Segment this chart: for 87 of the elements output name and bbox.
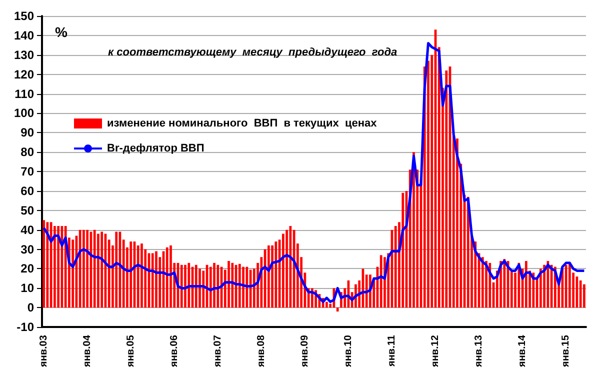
bar bbox=[228, 260, 230, 308]
bar bbox=[274, 242, 278, 308]
bar bbox=[503, 259, 506, 308]
legend-label: изменение номинального ВВП в текущих ценах bbox=[107, 118, 378, 130]
bar bbox=[336, 308, 339, 312]
x-tick-label: янв.15 bbox=[560, 334, 572, 368]
bar bbox=[242, 266, 244, 308]
bar bbox=[583, 284, 586, 308]
y-tick-label: -10 bbox=[16, 320, 34, 334]
bar bbox=[445, 70, 448, 308]
x-tick-label: янв.06 bbox=[168, 334, 180, 368]
bar bbox=[238, 264, 241, 308]
bar bbox=[57, 226, 60, 308]
text: к соответствующему месяцу предыдущего года bbox=[108, 46, 398, 58]
x-tick-label: янв.04 bbox=[82, 334, 93, 368]
bar bbox=[155, 251, 158, 308]
y-axis-title: % bbox=[55, 24, 68, 40]
y-tick-label: 30 bbox=[20, 242, 34, 256]
bar bbox=[546, 260, 550, 308]
bar bbox=[267, 245, 270, 308]
bar bbox=[286, 230, 288, 308]
y-tick-label: 90 bbox=[20, 126, 34, 140]
bar bbox=[97, 234, 100, 308]
bar bbox=[100, 232, 104, 308]
x-tick-label: янв.10 bbox=[342, 334, 354, 368]
bar bbox=[42, 220, 45, 308]
bar bbox=[166, 247, 168, 308]
y-tick-label: 10 bbox=[20, 281, 34, 296]
bar bbox=[72, 240, 74, 308]
x-tick-label: янв.05 bbox=[125, 334, 136, 368]
y-tick-label: 130 bbox=[14, 48, 34, 62]
y-tick-label: 110 bbox=[14, 86, 34, 101]
bar bbox=[136, 245, 140, 308]
bar bbox=[115, 232, 118, 308]
bar bbox=[485, 260, 488, 308]
bar bbox=[82, 230, 85, 308]
bar bbox=[282, 234, 284, 308]
bar bbox=[568, 262, 571, 308]
bar bbox=[539, 268, 542, 308]
bar bbox=[246, 266, 248, 308]
bar bbox=[140, 243, 143, 308]
x-tick-label: янв.11 bbox=[386, 334, 398, 366]
bar bbox=[231, 262, 234, 308]
legend-label: Вr-дефлятор ВВП bbox=[107, 142, 204, 154]
y-tick-label: 50 bbox=[20, 203, 34, 218]
bar bbox=[198, 268, 201, 308]
y-tick-label: 150 bbox=[14, 9, 34, 23]
bar bbox=[213, 262, 216, 308]
x-tick-label: янв.09 bbox=[299, 334, 310, 368]
x-tick-label: янв.08 bbox=[256, 334, 267, 368]
bar bbox=[524, 260, 528, 308]
bar bbox=[93, 230, 96, 308]
bar bbox=[78, 230, 82, 308]
bar bbox=[289, 226, 292, 308]
bar bbox=[481, 257, 484, 308]
y-tick-label: 20 bbox=[20, 262, 34, 276]
bar bbox=[170, 245, 172, 308]
x-tick-label: янв.12 bbox=[430, 334, 441, 368]
y-tick-label: 0 bbox=[27, 300, 34, 315]
x-tick-label: янв.03 bbox=[38, 334, 50, 368]
bar bbox=[216, 264, 220, 308]
bar bbox=[402, 192, 404, 308]
y-tick-label: 140 bbox=[14, 28, 34, 42]
x-tick-label: янв.14 bbox=[517, 334, 528, 368]
bar bbox=[394, 226, 397, 308]
bar bbox=[194, 264, 198, 308]
bar bbox=[456, 138, 458, 308]
bar bbox=[130, 242, 132, 308]
bar bbox=[380, 255, 382, 308]
y-tick-label: 80 bbox=[20, 145, 34, 160]
bar bbox=[86, 230, 89, 308]
x-tick-label: янв.13 bbox=[474, 334, 485, 368]
y-tick-label: 60 bbox=[20, 184, 34, 198]
y-tick-label: 100 bbox=[14, 106, 34, 120]
bar bbox=[151, 253, 154, 308]
bar bbox=[184, 264, 186, 308]
bar bbox=[271, 245, 274, 308]
x-tick-label: янв.07 bbox=[212, 334, 224, 368]
y-tick-label: 40 bbox=[20, 222, 34, 237]
bar bbox=[54, 226, 56, 308]
y-tick-label: 70 bbox=[20, 164, 34, 179]
y-tick-label: 120 bbox=[14, 67, 34, 82]
bar bbox=[543, 264, 546, 308]
bar bbox=[326, 302, 328, 308]
bar bbox=[209, 266, 212, 308]
bar bbox=[180, 264, 183, 308]
bar bbox=[188, 262, 190, 308]
